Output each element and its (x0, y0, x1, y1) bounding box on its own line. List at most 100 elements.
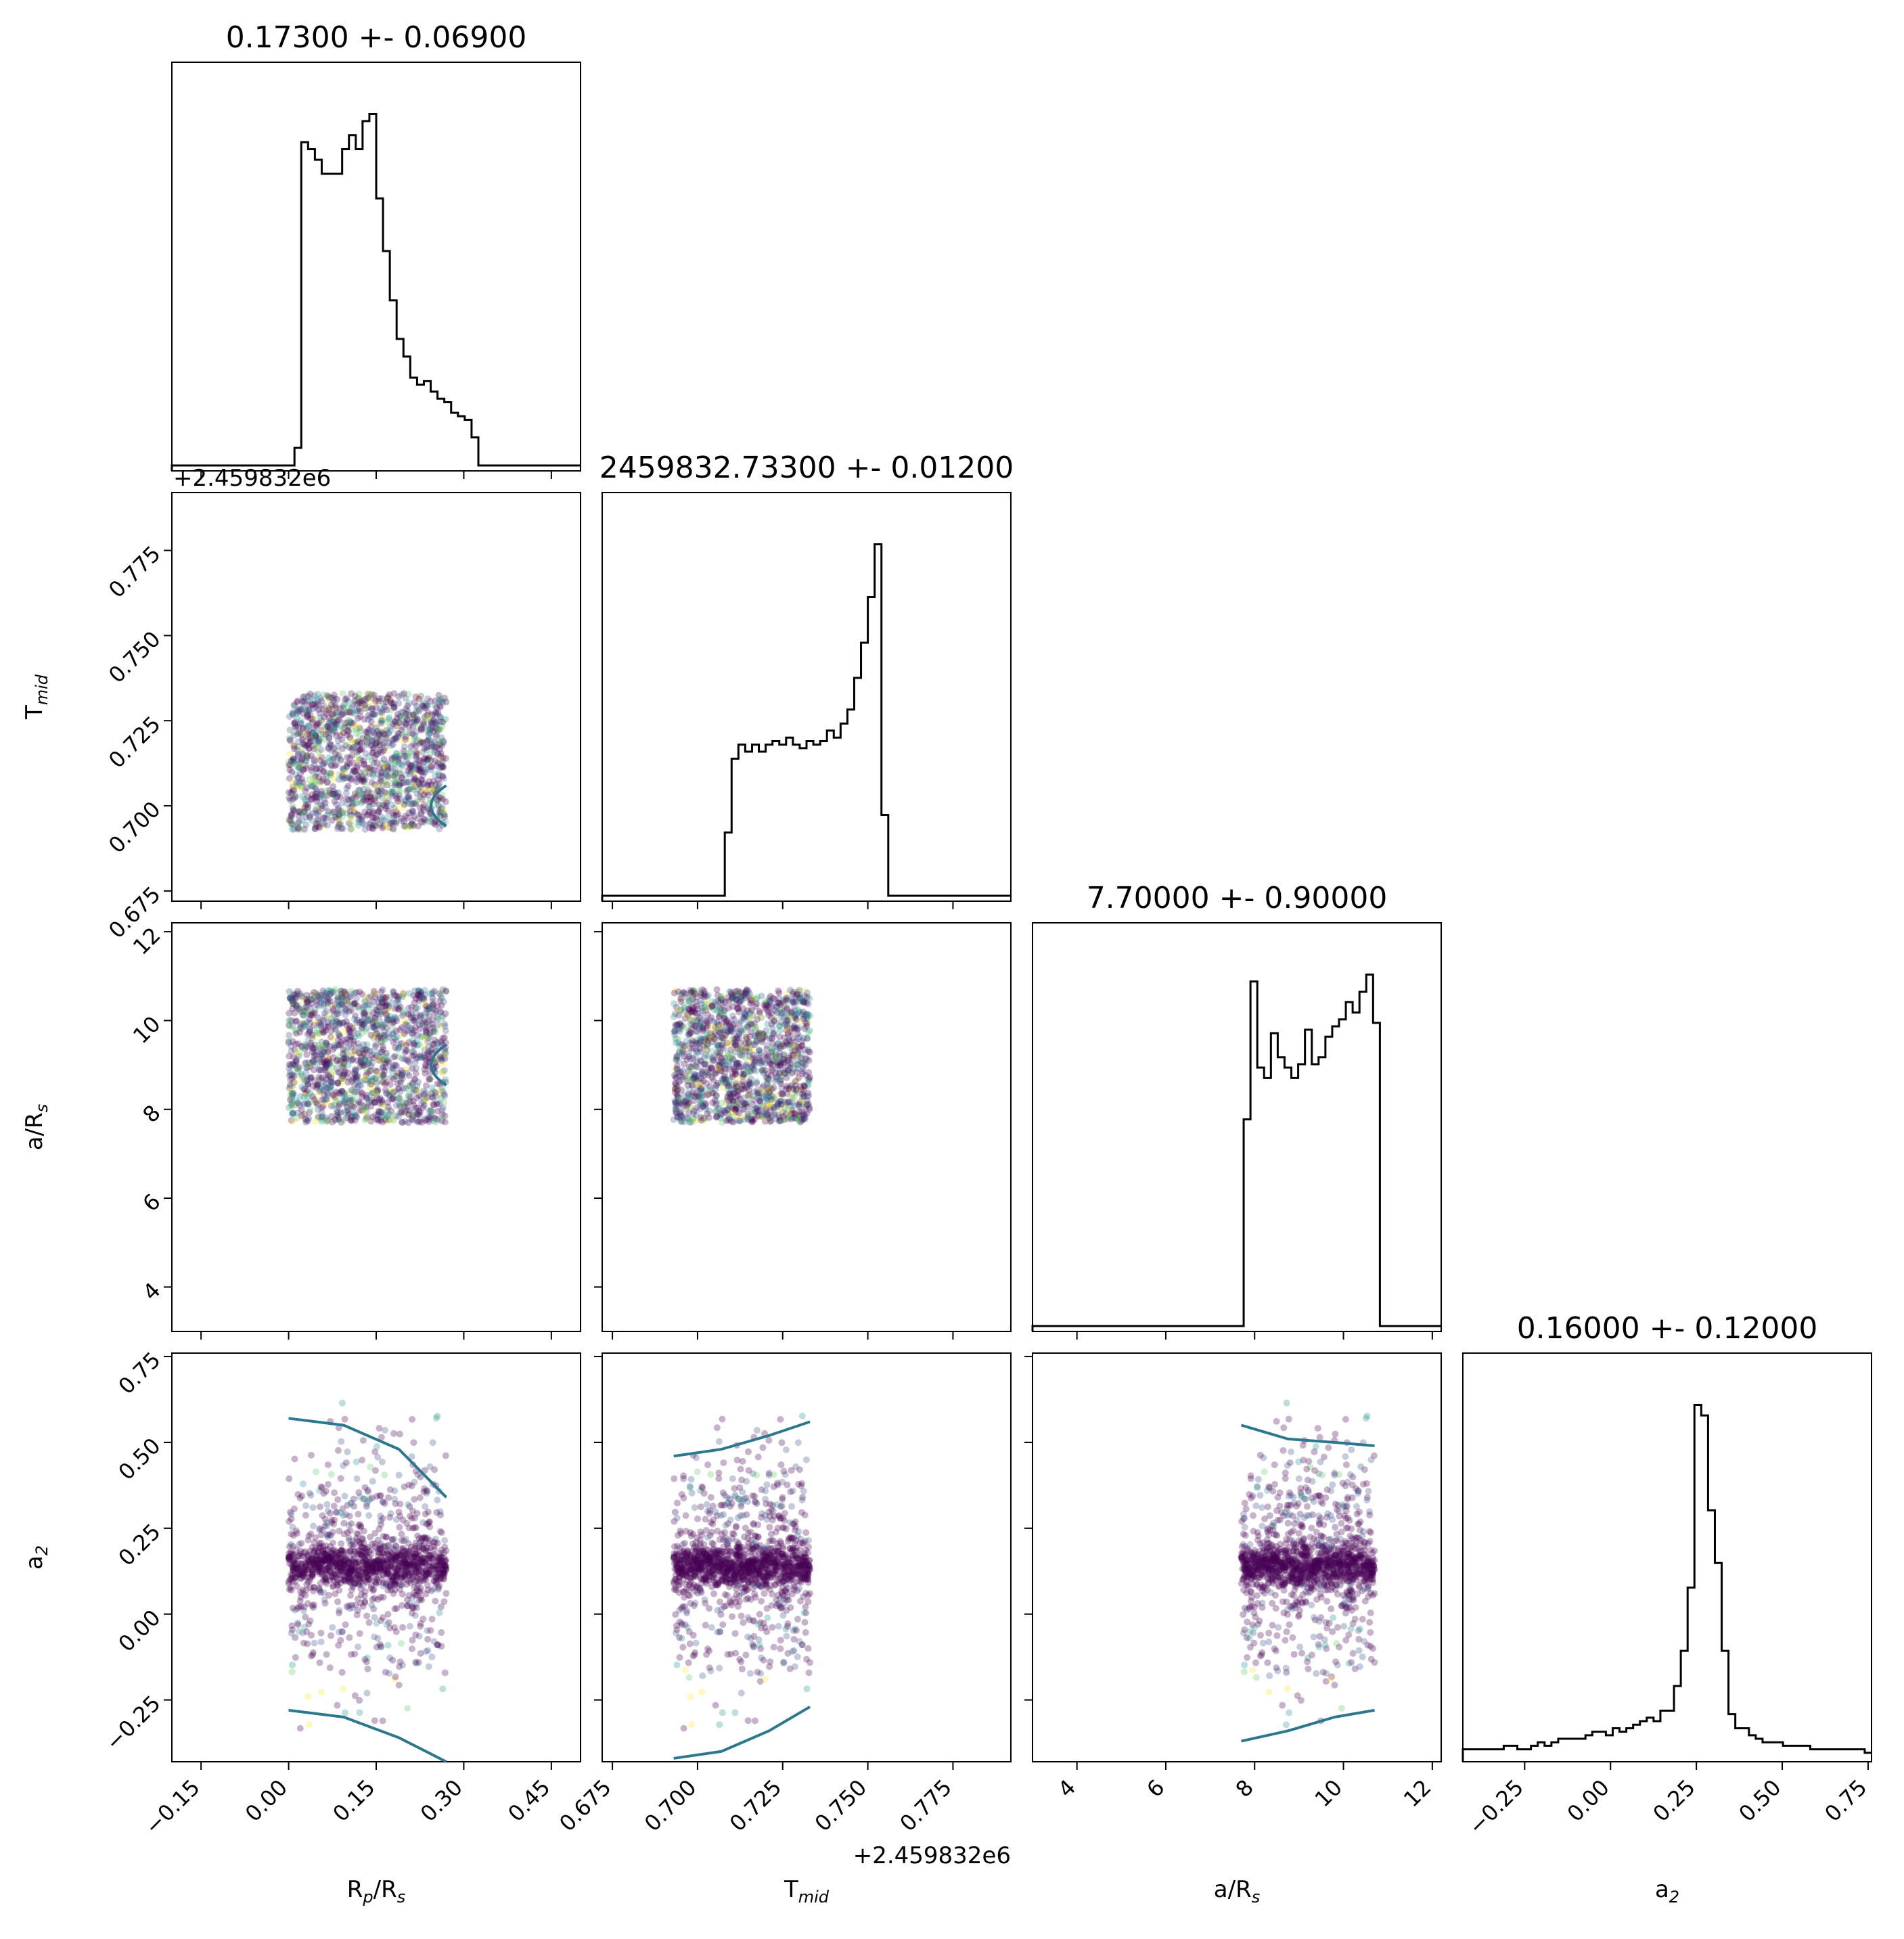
sample-point (717, 1034, 725, 1041)
sample-point (371, 1543, 379, 1551)
sample-point (428, 1653, 436, 1660)
sample-point (750, 1101, 757, 1108)
sample-point (396, 799, 403, 806)
sample-point (413, 1055, 420, 1063)
sample-point (286, 817, 293, 825)
sample-point (677, 1114, 684, 1121)
sample-point (702, 1069, 710, 1076)
sample-point (410, 1052, 417, 1059)
sample-point (702, 1086, 709, 1093)
sample-point (415, 721, 422, 729)
sample-point (292, 793, 299, 800)
sample-point (332, 1027, 340, 1034)
sample-point (734, 1100, 742, 1108)
sample-point (677, 991, 685, 999)
sample-point (365, 765, 372, 772)
sample-point (687, 986, 694, 994)
sample-point (423, 1018, 430, 1026)
sample-point (416, 995, 424, 1002)
sample-point (338, 990, 345, 998)
sample-point (374, 1536, 382, 1544)
sample-point (318, 697, 325, 704)
sample-point (377, 706, 384, 713)
sample-point (735, 1020, 743, 1027)
sample-point (371, 1043, 379, 1050)
sample-point (401, 690, 408, 698)
sample-point (342, 742, 349, 749)
sample-point (312, 778, 319, 785)
sample-point (765, 1075, 772, 1082)
sample-point (795, 1112, 802, 1120)
sample-point (286, 1053, 293, 1060)
sample-point (427, 737, 434, 744)
sample-point (424, 756, 431, 763)
sample-point (339, 1076, 346, 1083)
sample-point (409, 808, 417, 815)
sample-point (679, 1073, 686, 1080)
sample-point (428, 767, 435, 774)
sample-point (432, 718, 440, 726)
sample-point (778, 1117, 786, 1124)
sample-point (724, 1106, 731, 1114)
sample-point (315, 1106, 322, 1114)
sample-point (325, 705, 333, 712)
sample-point (319, 819, 327, 827)
sample-point (397, 815, 405, 822)
sample-point (434, 1561, 441, 1569)
sample-point (795, 1024, 802, 1032)
sample-point (432, 1063, 440, 1070)
sample-point (346, 1109, 353, 1116)
sample-point (320, 1048, 327, 1055)
sample-point (413, 728, 420, 735)
sample-point (793, 990, 800, 998)
sample-point (286, 1022, 293, 1030)
sample-point (393, 714, 401, 722)
sample-point (291, 758, 298, 766)
sample-point (292, 1078, 299, 1086)
sample-point (342, 809, 350, 817)
sample-point (740, 1094, 748, 1101)
sample-point (779, 1041, 786, 1048)
sample-point (365, 1059, 372, 1066)
sample-point (784, 1004, 791, 1011)
sample-point (722, 1031, 729, 1039)
sample-point (305, 1062, 313, 1069)
sample-point (401, 1017, 408, 1024)
sample-point (336, 709, 343, 716)
sample-point (329, 730, 336, 737)
sample-point (707, 1034, 715, 1042)
sample-point (390, 1088, 398, 1095)
sample-point (319, 1549, 326, 1556)
sample-point (330, 727, 338, 735)
sample-point (792, 1007, 799, 1015)
sample-point (350, 1074, 357, 1082)
sample-point (432, 1539, 439, 1547)
sample-point (369, 814, 376, 821)
sample-point (715, 1013, 723, 1021)
sample-point (319, 1113, 326, 1120)
sample-point (361, 825, 369, 833)
sample-point (723, 1039, 731, 1047)
sample-point (383, 799, 390, 806)
sample-point (381, 1036, 388, 1044)
sample-point (439, 773, 447, 780)
sample-point (353, 988, 360, 996)
sample-point (395, 1005, 403, 1012)
sample-point (394, 757, 402, 765)
sample-point (759, 1084, 767, 1091)
sample-point (392, 770, 399, 777)
sample-point (372, 1067, 380, 1074)
sample-point (744, 1069, 751, 1076)
sample-point (332, 1551, 340, 1559)
sample-point (358, 1543, 365, 1551)
sample-point (791, 1052, 798, 1059)
sample-point (694, 1017, 701, 1024)
sample-point (334, 993, 342, 1001)
sample-point (378, 729, 386, 736)
sample-point (350, 739, 357, 746)
sample-point (759, 1031, 767, 1039)
sample-point (436, 702, 443, 710)
sample-point (768, 1049, 775, 1056)
sample-point (405, 1022, 412, 1029)
sample-point (415, 786, 422, 794)
